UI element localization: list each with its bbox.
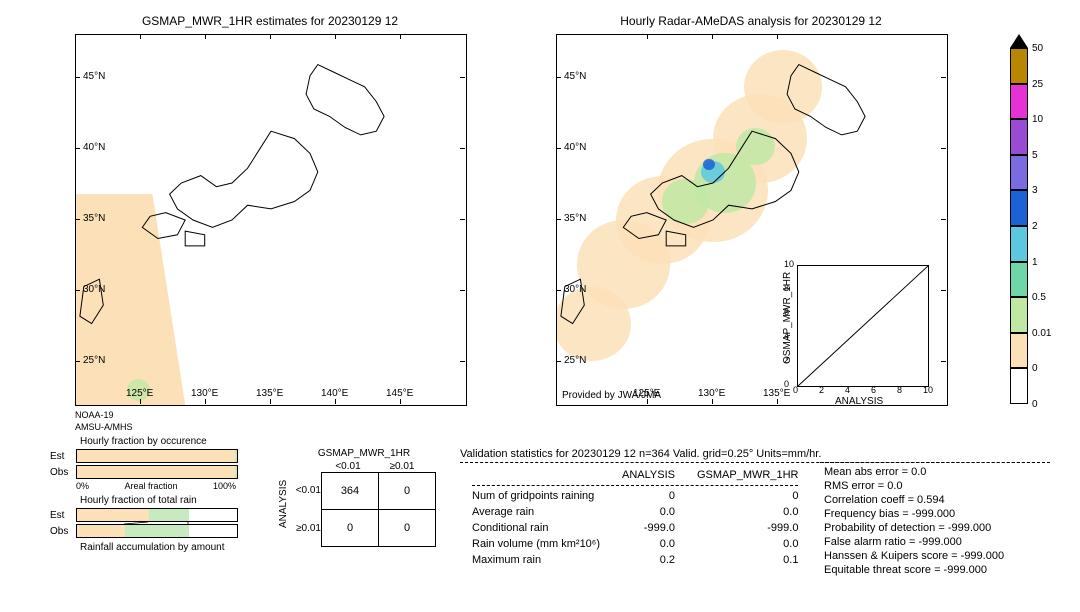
bar-obs-occ-bar <box>76 465 238 479</box>
right-map-title: Hourly Radar-AMeDAS analysis for 2023012… <box>556 14 946 28</box>
bar-est-tot-bar <box>76 508 238 522</box>
contingency-cell-00: 364 <box>322 473 379 510</box>
contingency-row-header: ANALYSIS <box>278 461 289 547</box>
satellite-label-2: AMSU-A/MHS <box>75 422 133 432</box>
contingency-cell-10: 0 <box>322 510 379 547</box>
bar-obs-occ: Obs <box>50 465 250 479</box>
scalar-stats: Mean abs error = 0.0RMS error = 0.0Corre… <box>824 466 1004 578</box>
bar-axis-label: Areal fraction <box>124 481 177 491</box>
bar-pct100: 100% <box>213 481 236 491</box>
bar-obs-label2: Obs <box>50 526 76 537</box>
bar-obs-label: Obs <box>50 467 76 478</box>
bar-title-accum: Rainfall accumulation by amount <box>80 542 280 553</box>
bar-section: Hourly fraction by occurence Est Obs 0% … <box>50 436 250 553</box>
contingency-cell-01: 0 <box>379 473 436 510</box>
left-map-title: GSMAP_MWR_1HR estimates for 20230129 12 <box>75 14 465 28</box>
bar-pct0: 0% <box>76 481 89 491</box>
satellite-label-1: NOAA-19 <box>75 410 114 420</box>
contingency-r-ge: ≥0.01 <box>296 523 321 534</box>
bar-title-total: Hourly fraction of total rain <box>80 495 280 506</box>
right-map-panel <box>556 34 948 406</box>
bar-est-occ: Est <box>50 449 250 463</box>
left-map-panel <box>75 34 467 406</box>
dash-line-2 <box>820 462 1050 463</box>
bar-obs-tot: Obs <box>50 524 250 538</box>
contingency-col-header: GSMAP_MWR_1HR <box>310 448 418 459</box>
contingency-th-lt: <0.01 <box>321 461 375 472</box>
bar-axis: 0% Areal fraction 100% <box>76 481 236 491</box>
bar-est-occ-bar <box>76 449 238 463</box>
bar-est-tot: Est <box>50 508 250 522</box>
contingency-th-ge: ≥0.01 <box>375 461 429 472</box>
contingency-grid: 3640 00 <box>321 472 436 547</box>
bar-obs-tot-bar <box>76 524 238 538</box>
validation-stats-table: ANALYSISGSMAP_MWR_1HRNum of gridpoints r… <box>460 466 810 569</box>
contingency-table: GSMAP_MWR_1HR ANALYSIS <0.01 ≥0.01 <0.01… <box>278 448 436 547</box>
bar-est-label: Est <box>50 451 76 462</box>
bar-title-occurrence: Hourly fraction by occurence <box>80 436 280 447</box>
validation-header: Validation statistics for 20230129 12 n=… <box>460 448 821 460</box>
bar-est-label2: Est <box>50 510 76 521</box>
colorbar: 50251053210.50.0100 <box>1010 34 1028 404</box>
contingency-cell-11: 0 <box>379 510 436 547</box>
contingency-r-lt: <0.01 <box>296 485 321 496</box>
